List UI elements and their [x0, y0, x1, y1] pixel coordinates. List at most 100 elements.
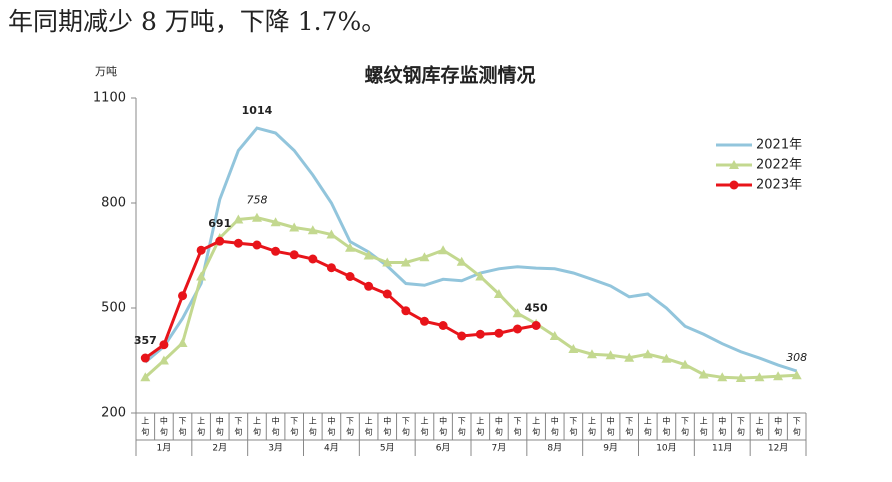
group-label: 8月 [547, 443, 562, 454]
x-tick-label-group: 上旬 [253, 417, 261, 437]
point [624, 352, 635, 362]
point [233, 214, 244, 224]
group-label: 3月 [268, 443, 283, 454]
x-tick-char: 旬 [569, 427, 577, 437]
point [215, 236, 225, 246]
point [400, 257, 411, 267]
x-tick-char: 上 [644, 417, 652, 426]
x-tick-char: 下 [179, 417, 187, 426]
point [307, 225, 318, 235]
point [475, 329, 485, 339]
point [419, 316, 429, 326]
x-tick-char: 旬 [141, 427, 149, 437]
x-tick-char: 旬 [160, 427, 168, 437]
group-label: 9月 [603, 443, 618, 454]
point [735, 373, 746, 382]
x-tick-char: 中 [327, 416, 335, 426]
x-tick-label-group: 中旬 [383, 416, 391, 437]
group-label: 7月 [492, 443, 507, 454]
x-tick-char: 下 [737, 417, 745, 426]
x-tick-char: 旬 [625, 427, 633, 437]
x-tick-char: 中 [551, 416, 559, 426]
x-tick-char: 旬 [495, 427, 503, 437]
legend-marker [729, 160, 739, 169]
x-tick-char: 旬 [476, 427, 484, 437]
legend-label: 2023年 [756, 178, 802, 193]
x-tick-label-group: 中旬 [160, 416, 168, 437]
point [382, 257, 393, 267]
x-tick-label-group: 上旬 [476, 417, 484, 437]
x-tick-char: 下 [569, 417, 577, 426]
x-tick-char: 下 [346, 417, 354, 426]
x-tick-char: 中 [607, 416, 615, 426]
x-tick-char: 旬 [774, 427, 782, 437]
point [270, 217, 281, 227]
x-tick-label-group: 中旬 [216, 416, 224, 437]
x-tick-char: 下 [514, 417, 522, 426]
point [177, 338, 188, 347]
point [494, 328, 504, 338]
group-label: 11月 [712, 443, 732, 454]
point [196, 271, 207, 281]
x-tick-char: 中 [216, 416, 224, 426]
x-tick-char: 上 [197, 417, 205, 426]
x-tick-char: 中 [718, 416, 726, 426]
point [196, 245, 206, 255]
x-tick-label-group: 上旬 [700, 417, 708, 437]
point [531, 321, 541, 330]
x-tick-label-group: 下旬 [234, 417, 242, 437]
x-tick-label-group: 下旬 [625, 417, 633, 437]
data-label: 357 [134, 334, 157, 347]
x-tick-char: 中 [439, 416, 447, 426]
series-line [144, 126, 798, 373]
point [289, 222, 300, 232]
x-tick-label-group: 下旬 [179, 417, 187, 437]
x-tick-char: 中 [160, 416, 168, 426]
x-tick-label-group: 中旬 [327, 416, 335, 437]
x-tick-label-group: 下旬 [402, 417, 410, 437]
point [326, 229, 337, 239]
x-tick-label-group: 下旬 [737, 417, 745, 437]
point [513, 324, 523, 334]
legend-label: 2022年 [756, 158, 802, 173]
x-tick-char: 上 [532, 417, 540, 426]
x-tick-label-group: 中旬 [495, 416, 503, 437]
point [475, 271, 486, 281]
point [158, 355, 169, 365]
point [605, 350, 616, 360]
x-tick-char: 旬 [755, 427, 763, 437]
point [493, 289, 504, 298]
x-tick-char: 旬 [644, 427, 652, 437]
x-tick-label-group: 上旬 [588, 417, 596, 437]
point [512, 308, 523, 318]
x-tick-char: 旬 [514, 427, 522, 437]
x-tick-char: 旬 [365, 427, 373, 437]
x-tick-char: 旬 [662, 427, 670, 437]
x-tick-char: 旬 [439, 427, 447, 437]
group-label: 4月 [324, 443, 339, 454]
x-tick-label-group: 中旬 [551, 416, 559, 437]
point [289, 250, 299, 260]
x-tick-char: 旬 [290, 427, 298, 437]
x-tick-label-group: 下旬 [290, 417, 298, 437]
x-tick-char: 旬 [607, 427, 615, 437]
x-tick-char: 下 [793, 417, 801, 426]
x-tick-label-group: 中旬 [718, 416, 726, 437]
x-tick-char: 旬 [216, 427, 224, 437]
x-tick-label-group: 中旬 [272, 416, 280, 437]
data-label: 758 [246, 194, 267, 207]
x-tick-label-group: 下旬 [346, 417, 354, 437]
point [754, 372, 765, 382]
x-tick-char: 旬 [700, 427, 708, 437]
point [233, 238, 243, 248]
point [271, 246, 281, 256]
data-label: 691 [208, 217, 231, 230]
point [252, 240, 262, 250]
y-tick-label: 200 [101, 406, 126, 421]
x-tick-char: 旬 [681, 427, 689, 437]
x-tick-char: 上 [476, 417, 484, 426]
x-tick-label-group: 下旬 [514, 417, 522, 437]
point [326, 263, 336, 273]
